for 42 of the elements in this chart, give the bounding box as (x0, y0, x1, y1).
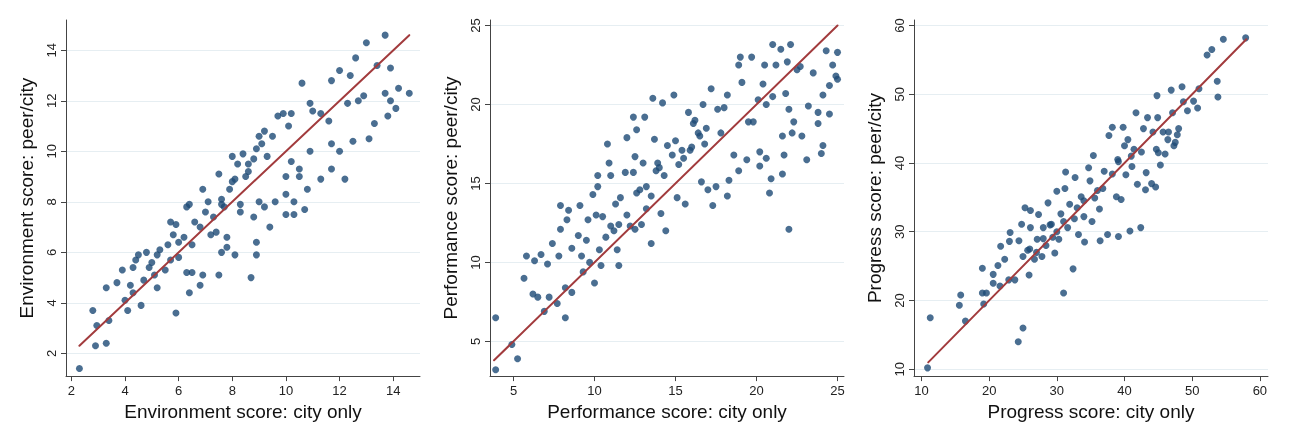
x-tick-label: 20 (981, 383, 997, 399)
y-tick-label: 15 (468, 176, 483, 191)
x-tick-label: 10 (914, 383, 929, 399)
y-axis-title: Performance score: peer/city (440, 76, 461, 320)
x-tick-label: 6 (175, 383, 183, 399)
x-tick-label: 8 (228, 383, 236, 399)
x-tick-label: 25 (830, 383, 845, 399)
x-tick-label: 40 (1117, 383, 1132, 399)
x-tick-label: 12 (332, 383, 347, 399)
x-axis-title: Progress score: city only (987, 401, 1195, 422)
y-axis-title: Environment score: peer/city (16, 77, 37, 319)
x-axis-title: Environment score: city only (124, 401, 363, 422)
x-tick-label: 20 (749, 383, 764, 399)
x-tick-label: 14 (385, 383, 401, 399)
y-tick-label: 8 (44, 198, 59, 206)
y-tick-label: 6 (44, 248, 59, 256)
y-tick-label: 10 (468, 255, 483, 270)
x-tick-label: 5 (509, 383, 518, 399)
y-tick-label: 40 (892, 155, 907, 171)
y-tick-label: 20 (468, 97, 483, 112)
x-tick-label: 10 (278, 383, 294, 399)
x-tick-label: 50 (1184, 383, 1200, 399)
x-tick-label: 2 (67, 383, 75, 399)
y-tick-label: 25 (468, 18, 483, 33)
x-tick-label: 15 (668, 383, 683, 399)
y-tick-label: 14 (44, 43, 59, 58)
y-tick-label: 30 (892, 224, 907, 239)
x-axis-title: Performance score: city only (547, 401, 788, 422)
y-tick-label: 10 (44, 144, 59, 159)
x-tick-label: 4 (121, 383, 129, 399)
y-tick-label: 5 (468, 337, 483, 345)
x-tick-label: 30 (1049, 383, 1065, 399)
y-tick-label: 60 (892, 18, 907, 33)
y-tick-label: 10 (892, 361, 907, 377)
y-axis-title: Progress score: peer/city (864, 92, 885, 304)
y-tick-label: 50 (892, 87, 907, 102)
y-tick-label: 12 (44, 93, 59, 109)
y-tick-label: 4 (44, 299, 59, 307)
y-tick-label: 2 (44, 349, 59, 357)
x-tick-label: 10 (587, 383, 602, 399)
x-tick-label: 60 (1252, 383, 1268, 399)
y-tick-label: 20 (892, 293, 907, 308)
